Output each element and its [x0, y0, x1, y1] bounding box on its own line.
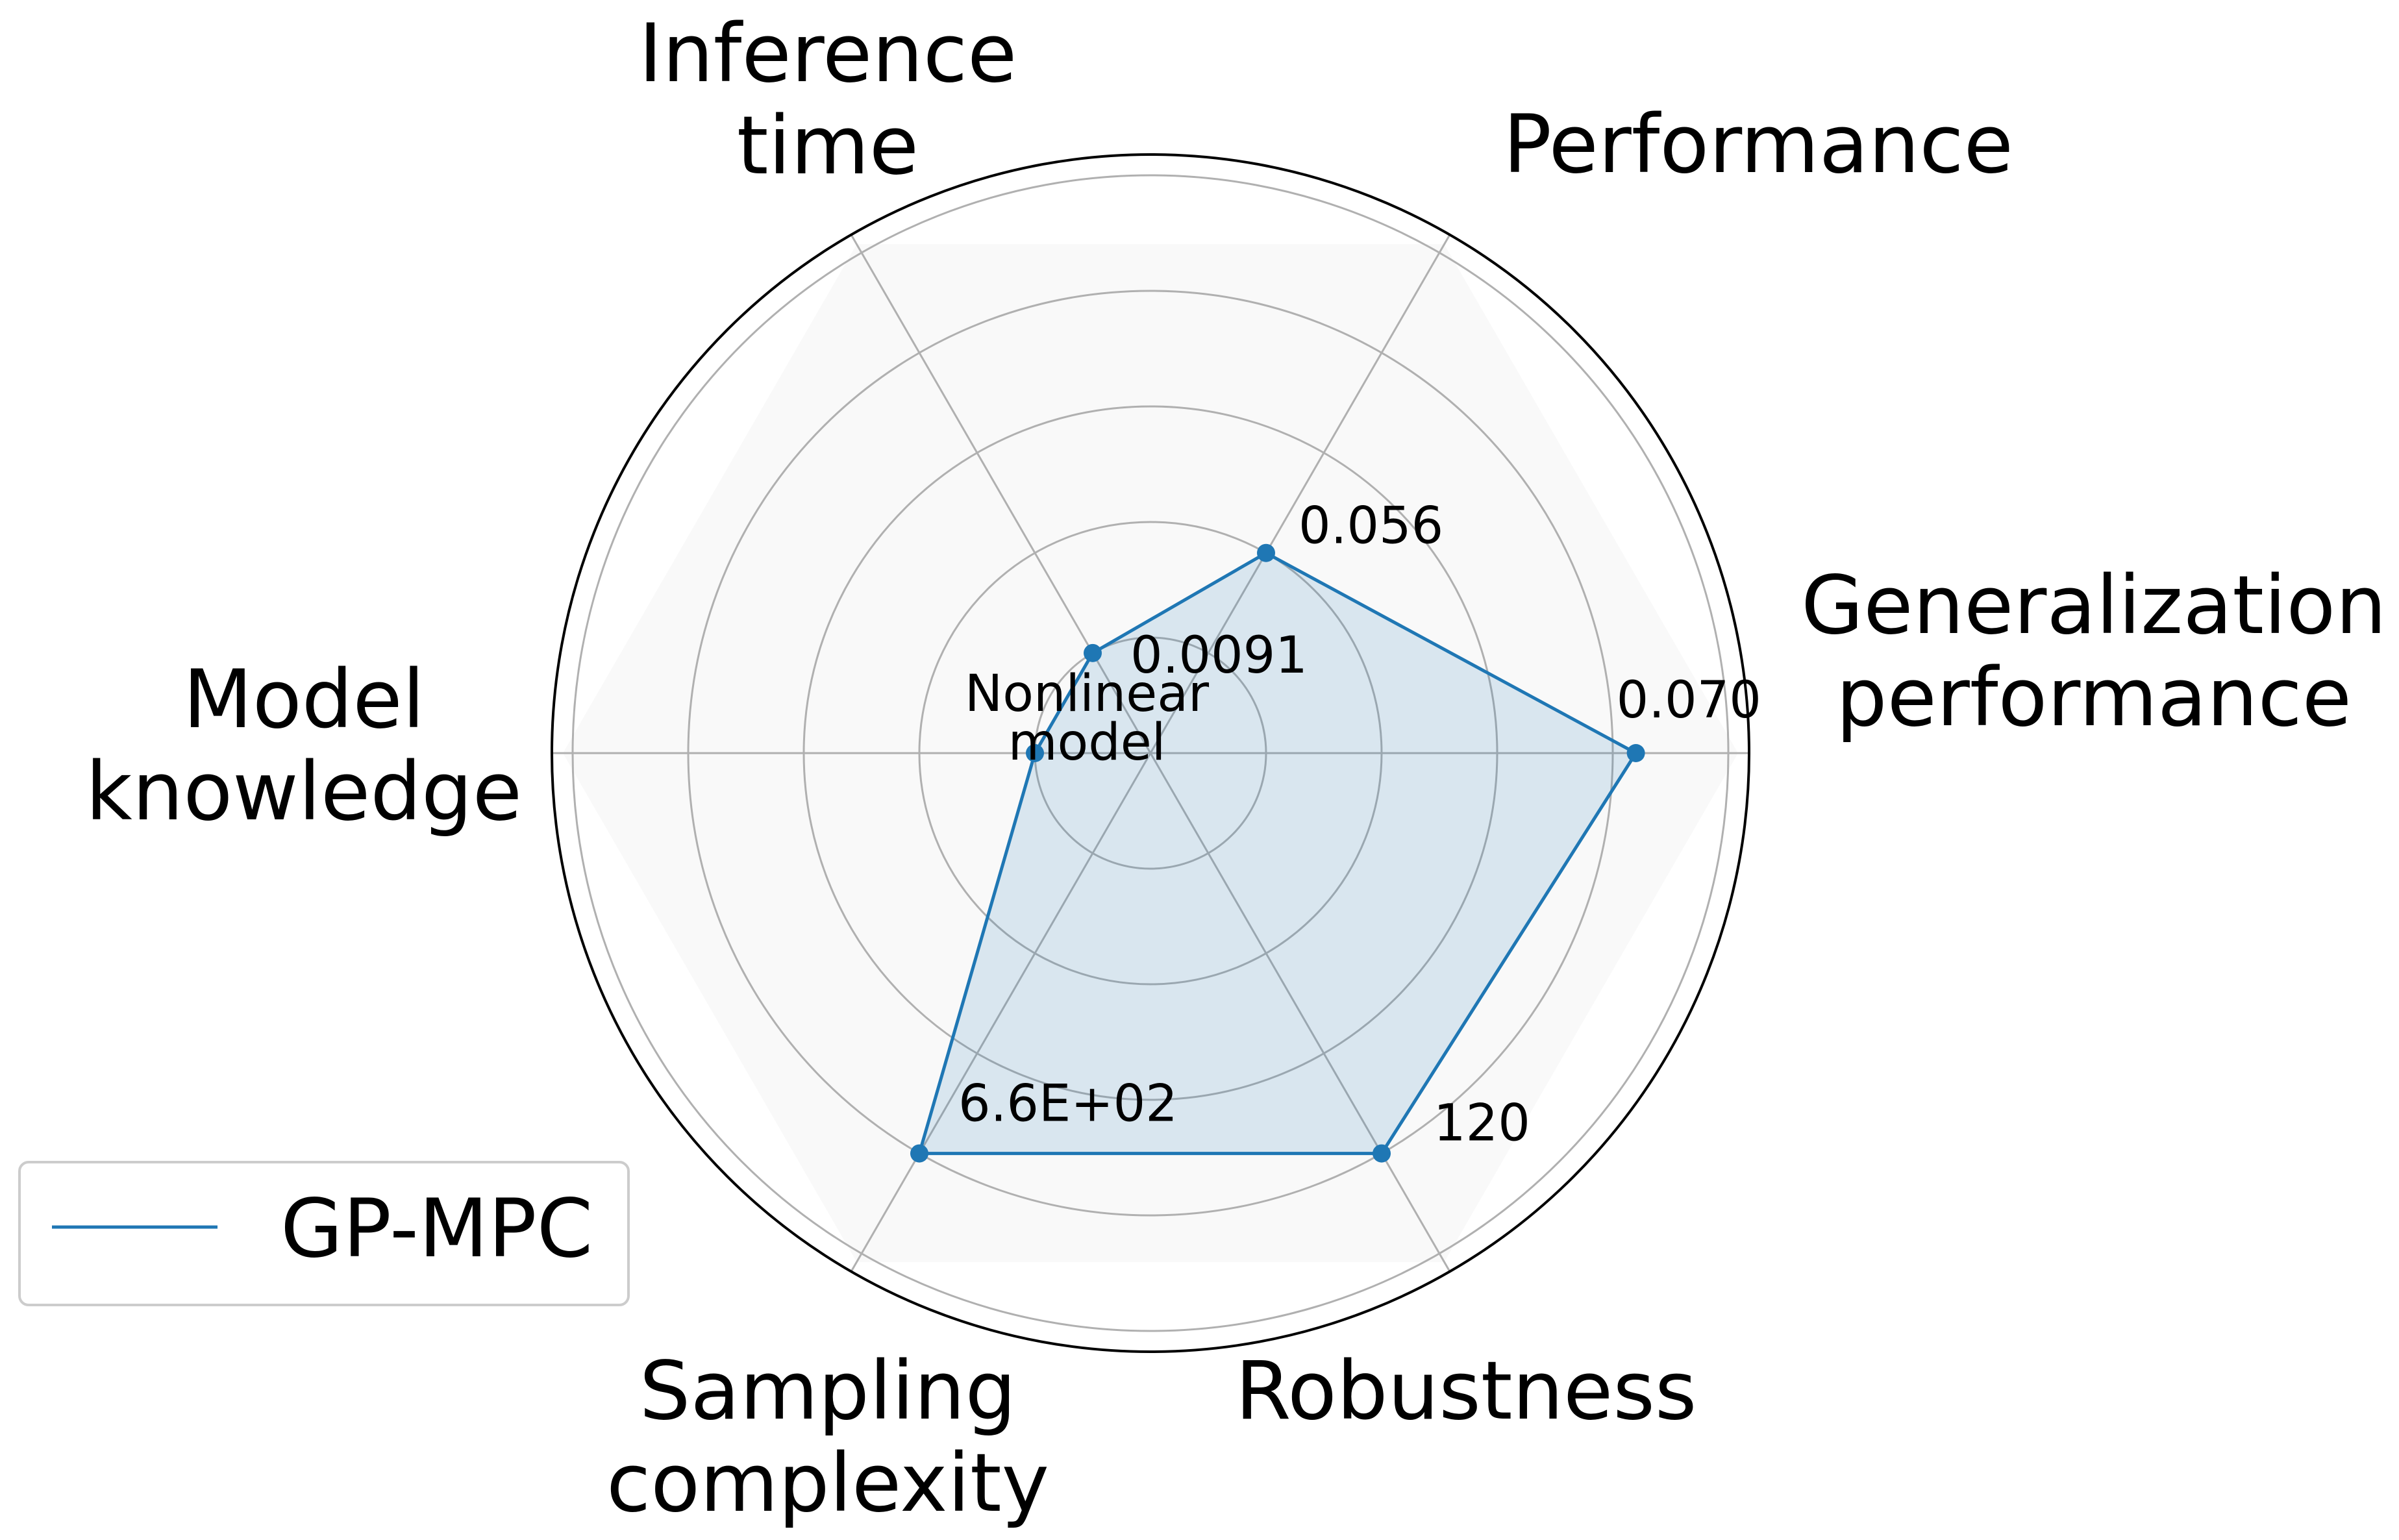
axis-label-6: Robustness: [1235, 1345, 1697, 1438]
grid-spoke-2: [1149, 234, 1451, 754]
data-point-6: [1373, 1144, 1391, 1163]
grid-spoke-6: [1149, 752, 1451, 1273]
legend-label-gp-mpc: GP-MPC: [280, 1182, 593, 1276]
radial-grid: [551, 153, 1750, 1353]
axis-label-4: Model knowledge: [86, 653, 522, 839]
data-point-1: [1626, 744, 1645, 762]
axis-label-line: Sampling: [640, 1345, 1016, 1438]
grid-spoke-5: [850, 752, 1152, 1273]
axis-label-line: complexity: [606, 1437, 1049, 1530]
polar-frame: [551, 153, 1750, 1353]
axis-label-line: Inference: [639, 7, 1017, 101]
data-point-2: [1257, 543, 1275, 562]
axis-label-3: Inference time: [639, 7, 1017, 193]
axis-label-2: Performance: [1503, 98, 2013, 192]
data-point-3: [1084, 643, 1102, 662]
value-label-1: 0.070: [1617, 671, 1761, 730]
value-label-5: 6.6E+02: [958, 1075, 1178, 1134]
data-point-4: [1026, 744, 1044, 762]
axis-labels: Generalization performance Performance Infe…: [86, 7, 2387, 1530]
value-label-2: 0.056: [1299, 497, 1443, 556]
value-label-4: Nonlinear model: [965, 665, 1210, 772]
axis-label-line: knowledge: [86, 745, 522, 839]
legend: GP-MPC: [18, 1161, 630, 1306]
legend-box: [18, 1161, 630, 1306]
axis-label-1: Generalization performance: [1801, 559, 2387, 745]
series-area-gp-mpc: [919, 553, 1636, 1154]
value-label-6: 120: [1434, 1095, 1530, 1153]
axis-label-5: Sampling complexity: [606, 1345, 1049, 1530]
axis-label-line: time: [737, 99, 919, 193]
value-label-3: 0.0091: [1130, 627, 1308, 685]
axis-label-line: performance: [1836, 651, 2352, 745]
value-label-line: model: [1008, 714, 1166, 772]
axis-label-line: Generalization: [1801, 559, 2387, 652]
series-gp-mpc: [910, 543, 1645, 1163]
axis-label-line: Performance: [1503, 98, 2013, 192]
axis-label-line: Model: [183, 653, 425, 747]
grid-spoke-3: [850, 234, 1152, 754]
axis-label-line: Robustness: [1235, 1345, 1697, 1438]
data-point-5: [910, 1144, 928, 1163]
value-label-line: Nonlinear: [965, 665, 1210, 723]
